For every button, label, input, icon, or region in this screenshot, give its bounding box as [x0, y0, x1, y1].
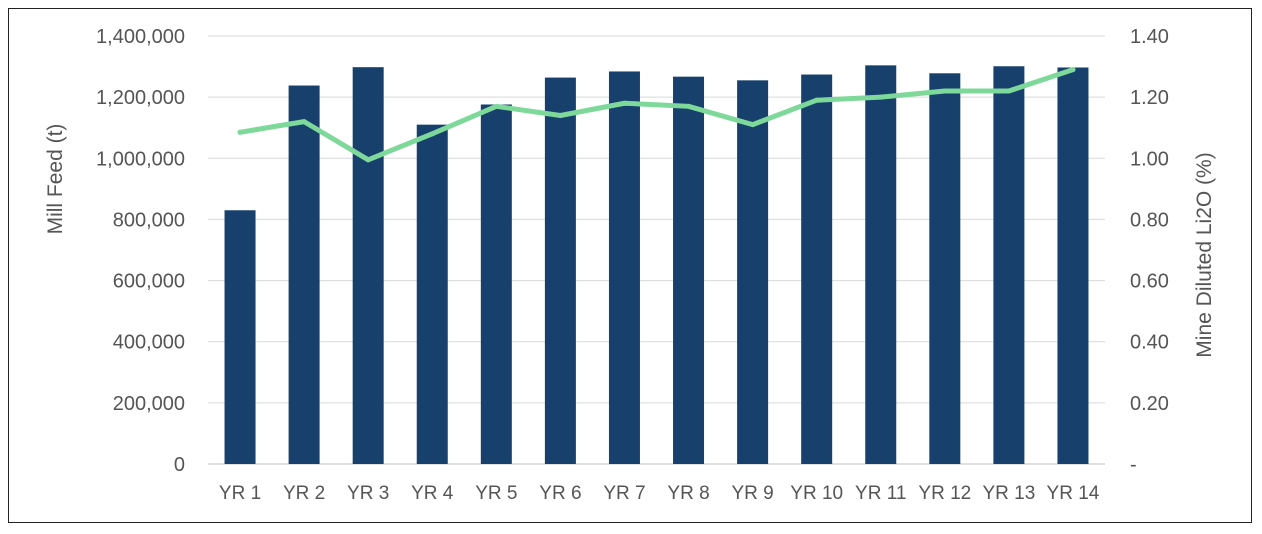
left-axis-tick-label: 400,000: [113, 332, 185, 354]
line-point: [686, 103, 692, 109]
line-point: [301, 119, 307, 125]
right-axis-tick-label: 1.40: [1130, 26, 1169, 48]
left-axis-ticks: 0 200,000 400,000 600,000 800,000 1,000,000 1,…: [96, 26, 185, 476]
bar: [608, 71, 640, 464]
bar: [737, 80, 769, 464]
x-axis-tick-label: YR 3: [347, 483, 389, 504]
bar: [673, 76, 705, 464]
line-point: [1006, 88, 1012, 94]
line-point: [493, 103, 499, 109]
bar: [288, 85, 320, 465]
x-axis-tick-label: YR 1: [219, 483, 261, 504]
line-point: [429, 131, 435, 137]
chart-frame: 0 200,000 400,000 600,000 800,000 1,000,000 1,…: [8, 8, 1252, 523]
right-axis-tick-label: 0.40: [1130, 332, 1169, 354]
gridlines: [208, 35, 1105, 465]
left-axis-tick-label: 1,000,000: [96, 148, 185, 170]
x-axis-tick-label: YR 10: [790, 483, 843, 504]
grade-line: [237, 67, 1076, 163]
bar: [544, 77, 576, 464]
line-point: [878, 94, 884, 100]
x-axis-tick-label: YR 12: [918, 483, 971, 504]
line-point: [942, 88, 948, 94]
line-series: [237, 67, 1076, 163]
line-point: [621, 100, 627, 106]
x-axis-tick-label: YR 8: [667, 483, 709, 504]
x-axis-tick-label: YR 2: [283, 483, 325, 504]
line-point: [237, 129, 243, 135]
right-axis-tick-label: 0.60: [1130, 271, 1169, 293]
bar: [416, 124, 448, 465]
line-point: [814, 97, 820, 103]
right-axis-tick-label: 1.00: [1130, 148, 1169, 170]
line-point: [1070, 67, 1076, 73]
bar: [993, 66, 1025, 464]
left-axis-title: Mill Feed (t): [44, 124, 67, 235]
x-axis-tick-label: YR 13: [982, 483, 1035, 504]
x-axis-tick-label: YR 11: [855, 483, 906, 504]
x-axis-ticks: YR 1 YR 2 YR 3 YR 4 YR 5 YR 6 YR 7 YR 8 YR 9 YR 1…: [219, 483, 1100, 504]
x-axis-tick-label: YR 6: [539, 483, 581, 504]
left-axis-tick-label: 600,000: [113, 271, 185, 293]
bar: [929, 73, 961, 464]
x-axis-tick-label: YR 9: [731, 483, 773, 504]
x-axis-tick-label: YR 7: [603, 483, 645, 504]
left-axis-tick-label: 1,400,000: [96, 26, 185, 48]
right-axis-title: Mine Diluted Li2O (%): [1193, 152, 1216, 357]
bar: [224, 210, 256, 464]
left-axis-tick-label: 1,200,000: [96, 87, 185, 109]
bar: [352, 67, 384, 464]
bar: [865, 65, 897, 464]
x-axis-tick-label: YR 5: [475, 483, 517, 504]
right-axis-tick-label: 1.20: [1130, 87, 1169, 109]
line-point: [750, 122, 756, 128]
bar-series: [224, 65, 1089, 465]
right-axis-tick-label: 0.20: [1130, 393, 1169, 415]
left-axis-tick-label: 0: [174, 454, 185, 476]
right-axis-tick-label: -: [1130, 454, 1137, 476]
bar: [801, 74, 833, 465]
x-axis-tick-label: YR 14: [1047, 483, 1100, 504]
line-point: [365, 157, 371, 163]
x-axis-tick-label: YR 4: [411, 483, 454, 504]
line-point: [557, 112, 563, 118]
left-axis-tick-label: 200,000: [113, 393, 185, 415]
right-axis-ticks: - 0.20 0.40 0.60 0.80 1.00 1.20 1.40: [1130, 26, 1169, 476]
right-axis-tick-label: 0.80: [1130, 209, 1169, 231]
left-axis-tick-label: 800,000: [113, 209, 185, 231]
bar: [1057, 67, 1089, 464]
combo-chart: 0 200,000 400,000 600,000 800,000 1,000,000 1,…: [44, 26, 1216, 504]
bar: [480, 104, 512, 464]
